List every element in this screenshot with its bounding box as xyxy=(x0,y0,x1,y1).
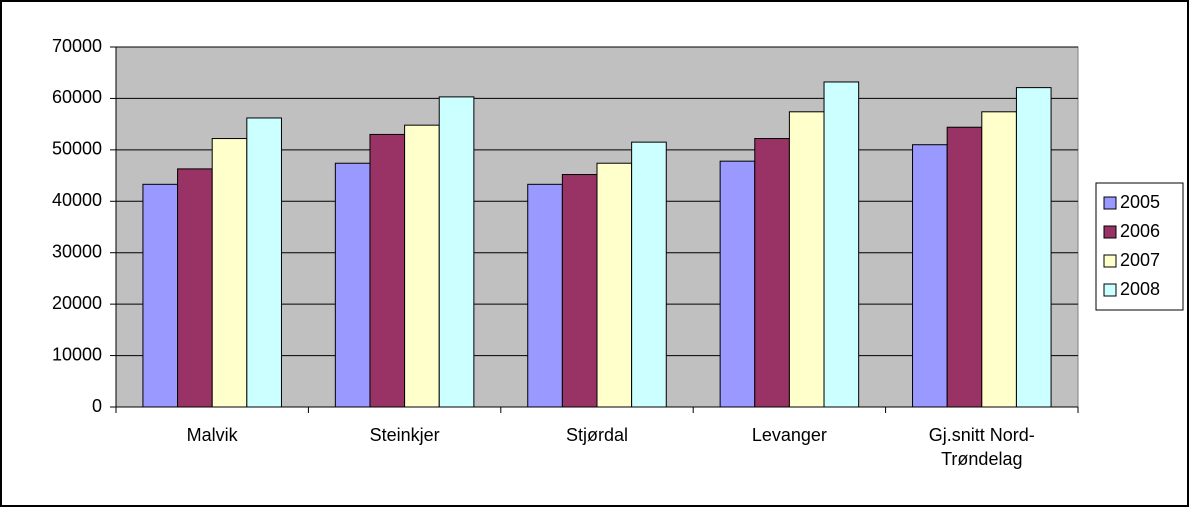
bar xyxy=(596,162,633,408)
bar xyxy=(719,160,756,408)
bar xyxy=(561,174,598,408)
bar xyxy=(142,183,179,408)
y-tick-label: 40000 xyxy=(52,190,102,210)
bar xyxy=(177,168,213,408)
bar xyxy=(788,111,825,408)
x-tick-label: Stjørdal xyxy=(565,425,628,445)
legend-swatch xyxy=(1103,196,1117,210)
legend-label: 2007 xyxy=(1120,250,1160,270)
bar xyxy=(404,124,440,408)
legend-label: 2006 xyxy=(1120,221,1160,241)
x-tick-label: Gj.snitt Nord-Trøndelag xyxy=(928,425,1035,469)
x-tick-label: Levanger xyxy=(751,425,827,445)
y-tick-label: 10000 xyxy=(52,344,102,364)
bar xyxy=(823,81,860,408)
x-tick-label: Steinkjer xyxy=(369,425,440,445)
bar xyxy=(946,126,983,408)
bar xyxy=(1015,87,1052,408)
bar xyxy=(369,133,406,408)
legend-swatch xyxy=(1103,225,1117,239)
legend-swatch xyxy=(1103,254,1117,268)
bar xyxy=(754,138,790,408)
bar xyxy=(912,144,948,408)
y-tick-label: 70000 xyxy=(52,36,102,56)
legend-label: 2008 xyxy=(1120,279,1160,299)
bar xyxy=(527,183,563,408)
bar xyxy=(246,117,282,408)
legend-label: 2005 xyxy=(1120,192,1160,212)
legend-swatch xyxy=(1103,283,1117,297)
bar xyxy=(981,111,1017,408)
y-tick-label: 30000 xyxy=(52,241,102,261)
y-tick-label: 60000 xyxy=(52,87,102,107)
bar xyxy=(211,138,248,408)
bar xyxy=(334,162,371,408)
bar xyxy=(438,96,475,408)
y-tick-label: 50000 xyxy=(52,139,102,159)
x-tick-label: Malvik xyxy=(186,425,238,445)
bar xyxy=(631,141,667,408)
y-tick-label: 20000 xyxy=(52,293,102,313)
y-tick-label: 0 xyxy=(92,396,102,416)
